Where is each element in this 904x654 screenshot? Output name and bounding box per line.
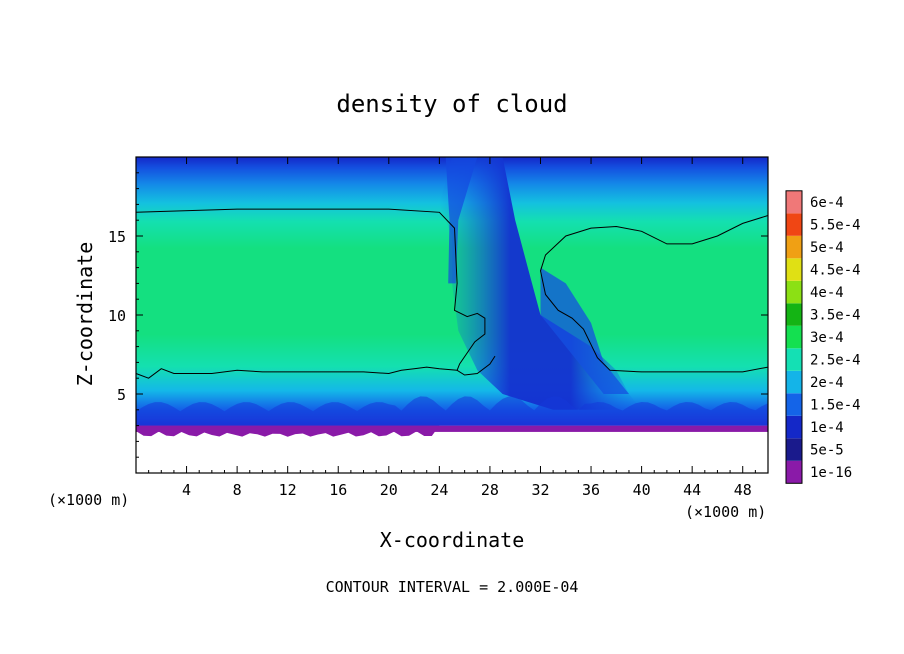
x-axis-label: X-coordinate [380,528,525,552]
x-tick-label: 16 [329,481,347,499]
colorbar-swatch [786,370,802,394]
colorbar-label: 3e-4 [810,330,844,346]
colorbar-label: 1e-16 [810,465,852,481]
colorbar-label: 5.5e-4 [810,218,861,234]
x-unit-label-left: (×1000 m) [48,491,129,509]
colorbar-swatch [786,213,802,236]
turbulent-layer [136,396,768,426]
clear-channel [439,157,642,410]
contour-interval-note: CONTOUR INTERVAL = 2.000E-04 [326,578,579,596]
x-tick-label: 40 [633,481,651,499]
channel-edge-left [445,157,478,284]
colorbar-swatch [786,190,802,214]
colorbar-label: 4.5e-4 [810,263,861,279]
colorbar-swatch [786,460,802,484]
colorbar-label: 1e-4 [810,420,844,436]
contour-line-lower [135,366,458,379]
colorbar-swatch [786,438,802,461]
contour-line-upper [135,208,496,376]
colorbar-swatch [786,235,802,259]
colorbar-swatch [786,258,802,281]
x-tick-label: 32 [531,481,549,499]
cloud-base-edge [136,425,440,437]
x-tick-label: 12 [279,481,297,499]
colorbar-label: 2.5e-4 [810,353,861,369]
colorbar-swatch [786,348,802,371]
y-axis-ticks: 5 10 15 [108,172,768,458]
x-unit-label-right: (×1000 m) [685,503,766,521]
colorbar-frame [785,190,803,484]
colorbar-swatch [786,415,802,439]
colorbar-swatch [786,325,802,349]
colorbar-label: 5e-4 [810,240,844,256]
colorbar-swatch [786,280,802,304]
y-tick-label: 15 [108,228,126,246]
y-axis-label: Z-coordinate [73,242,97,387]
x-tick-label: 36 [582,481,600,499]
colorbar-label: 5e-5 [810,443,844,459]
colorbar-swatch [786,393,802,416]
contour-line-right [539,215,769,373]
colorbar: 1e-16 5e-5 1e-4 1.5e-4 2e-4 2.5e-4 3e-4 3.5e-4 4… [785,190,861,484]
x-tick-label: 20 [380,481,398,499]
x-tick-label: 28 [481,481,499,499]
y-tick-label: 5 [117,386,126,404]
y-tick-label: 10 [108,307,126,325]
x-tick-label: 24 [430,481,448,499]
x-tick-label: 4 [182,481,191,499]
colorbar-label: 2e-4 [810,375,844,391]
colorbar-label: 1.5e-4 [810,398,861,414]
colorbar-swatch [786,303,802,326]
x-tick-label: 8 [233,481,242,499]
chart-title: density of cloud [336,90,567,118]
colorbar-label: 3.5e-4 [810,308,861,324]
x-tick-label: 44 [683,481,701,499]
colorbar-label: 6e-4 [810,195,844,211]
x-tick-label: 48 [734,481,752,499]
colorbar-label: 4e-4 [810,285,844,301]
cloud-base-band [136,425,768,432]
x-axis-ticks: 4 8 12 16 20 24 28 32 36 40 44 48 [148,157,756,499]
